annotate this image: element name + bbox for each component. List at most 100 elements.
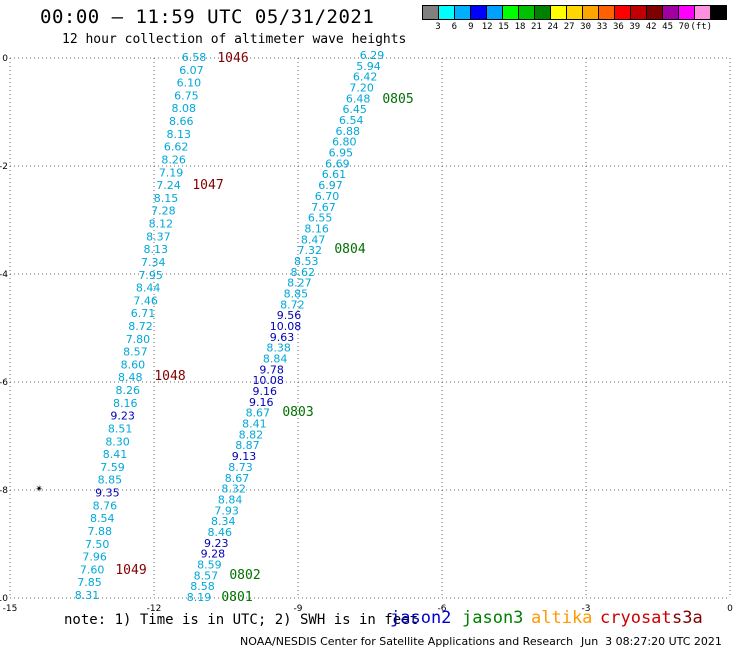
wave-height-value: 8.84 [263, 353, 288, 366]
wave-height-value: 6.07 [179, 64, 204, 77]
wave-height-value: 8.44 [136, 282, 161, 295]
x-tick-label: -3 [582, 604, 591, 614]
satellite-legend-s3a: s3a [672, 608, 703, 628]
y-tick-label: -6 [0, 378, 8, 388]
wave-height-value: 6.75 [174, 89, 199, 102]
wave-height-value: 8.60 [121, 358, 146, 371]
wave-height-value: 8.87 [235, 439, 260, 452]
wave-height-value: 8.26 [116, 384, 141, 397]
wave-height-value: 8.13 [166, 128, 191, 141]
wave-height-value: 8.30 [105, 435, 130, 448]
legend-label: 3 [435, 22, 441, 32]
wave-height-value: 6.54 [339, 114, 364, 127]
wave-height-value: 7.20 [349, 82, 374, 95]
satellite-legend-jason2: jason2 [390, 608, 452, 628]
pass-time-label: 1046 [217, 51, 248, 66]
wave-height-value: 7.59 [100, 461, 125, 474]
wave-height-value: 8.54 [90, 512, 115, 525]
legend-label: 27 [563, 22, 575, 32]
wave-height-value: 8.31 [75, 589, 100, 602]
x-tick-label: -9 [294, 604, 303, 614]
wave-height-value: 8.66 [169, 115, 194, 128]
wave-height-value: 9.28 [201, 548, 226, 561]
wave-height-value: 8.53 [294, 255, 319, 268]
track-a-values: 6.586.076.106.758.088.668.136.628.267.19… [75, 51, 207, 602]
color-scale-legend [422, 5, 727, 20]
wave-height-value: 8.84 [218, 493, 243, 506]
x-tick-label: 0 [727, 604, 733, 614]
wave-height-value: 6.58 [182, 51, 207, 64]
wave-height-value: 5.94 [356, 60, 381, 73]
wave-height-value: 8.38 [266, 342, 291, 355]
wave-height-value: 9.16 [252, 385, 277, 398]
wave-height-value: 8.41 [103, 448, 128, 461]
wave-height-value: 7.28 [151, 205, 176, 218]
wave-height-value: 9.13 [232, 450, 257, 463]
wave-height-value: 7.50 [85, 538, 110, 551]
wave-height-value: 8.48 [118, 371, 143, 384]
wave-height-value: 8.08 [172, 102, 197, 115]
wave-height-value: 8.46 [208, 526, 233, 539]
wave-height-value: 8.57 [123, 346, 148, 359]
wave-height-value: 8.85 [98, 474, 123, 487]
wave-height-value: 8.47 [301, 233, 326, 246]
legend-label: 45 [662, 22, 674, 32]
legend-label: 9 [468, 22, 474, 32]
pass-time-label: 1047 [192, 178, 223, 193]
satellite-legend-altika: altika [531, 608, 593, 628]
wave-height-value: 9.63 [270, 331, 295, 344]
wave-height-value: 8.67 [225, 472, 250, 485]
generation-timestamp: Jun 3 08:27:20 UTC 2021 [581, 635, 722, 648]
wave-height-value: 6.71 [131, 307, 156, 320]
pass-time-label: 0801 [221, 590, 252, 605]
x-tick-label: -12 [147, 604, 162, 614]
chart-subtitle: 12 hour collection of altimeter wave hei… [62, 32, 407, 47]
legend-label: 24 [547, 22, 559, 32]
wave-height-value: 10.08 [270, 320, 302, 333]
y-tick-label: -10 [0, 594, 8, 604]
legend-label: 42 [645, 22, 657, 32]
wave-height-value: 8.27 [287, 277, 312, 290]
wave-height-value: 7.95 [138, 269, 163, 282]
wave-height-value: 7.96 [82, 551, 107, 564]
wave-height-value: 8.67 [246, 407, 271, 420]
wave-height-value: 7.24 [156, 179, 181, 192]
wave-height-value: 8.82 [239, 428, 264, 441]
wave-height-value: 8.12 [149, 218, 174, 231]
wave-height-value: 8.72 [280, 298, 305, 311]
y-tick-label: 0 [2, 54, 8, 64]
legend-label: 39 [629, 22, 641, 32]
footer-note: note: 1) Time is in UTC; 2) SWH is in fe… [64, 612, 419, 628]
wave-height-value: 9.35 [95, 487, 120, 500]
wave-height-value: 8.34 [211, 515, 236, 528]
wave-height-value: 9.56 [277, 309, 302, 322]
wave-height-value: 8.51 [108, 422, 133, 435]
y-tick-label: -4 [0, 270, 8, 280]
wave-height-value: 6.45 [342, 103, 367, 116]
wave-height-value: 6.69 [325, 157, 350, 170]
wave-height-value: 8.15 [154, 192, 179, 205]
wave-height-value: 8.13 [144, 243, 169, 256]
wave-height-value: 9.16 [249, 396, 274, 409]
wave-height-value: 6.62 [164, 141, 189, 154]
wave-height-value: 7.19 [159, 166, 184, 179]
satellite-legend-jason3: jason3 [462, 608, 524, 628]
satellite-legend-cryosat: cryosat [600, 608, 672, 628]
legend-label: 15 [498, 22, 510, 32]
pass-time-label: 0804 [334, 242, 365, 257]
wave-height-value: 7.34 [141, 256, 166, 269]
wave-height-value: 6.70 [315, 190, 340, 203]
legend-label: 30 [580, 22, 592, 32]
wave-height-value: 8.16 [113, 397, 138, 410]
wave-height-value: 7.46 [133, 294, 158, 307]
wave-height-value: 8.37 [146, 230, 171, 243]
x-tick-label: -15 [3, 604, 18, 614]
wave-height-value: 7.80 [126, 333, 151, 346]
wave-height-value: 6.61 [322, 168, 347, 181]
wave-height-value: 7.88 [87, 525, 112, 538]
wave-height-value: 6.95 [329, 147, 354, 160]
y-tick-label: -8 [0, 486, 8, 496]
wave-height-value: 10.08 [252, 374, 284, 387]
legend-label: 33 [596, 22, 608, 32]
